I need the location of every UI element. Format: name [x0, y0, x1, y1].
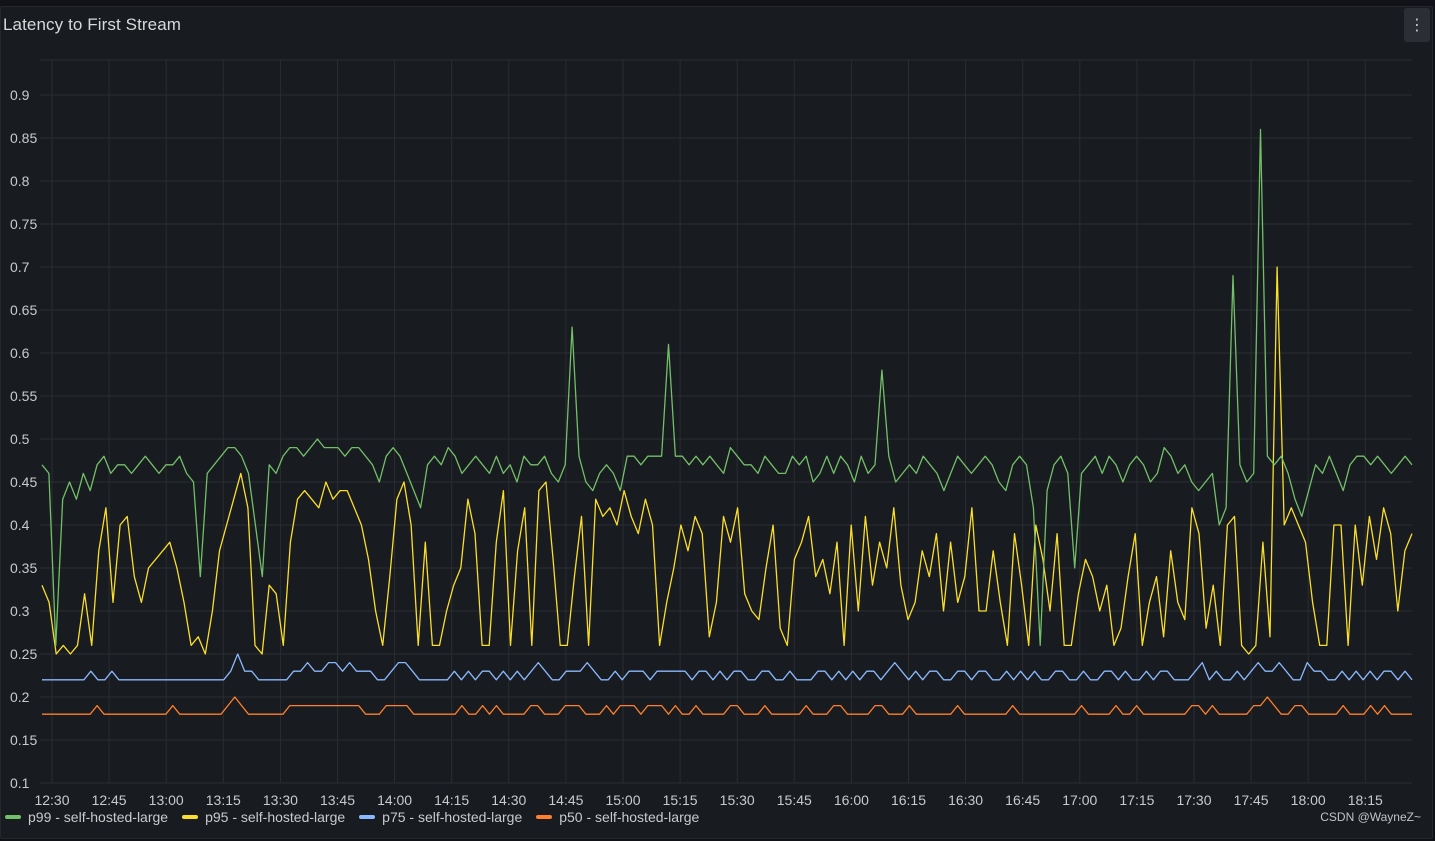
x-tick-label: 12:45 — [92, 792, 127, 808]
y-tick-label: 0.25 — [10, 646, 37, 662]
y-tick-label: 0.7 — [10, 259, 30, 275]
legend-label-p99: p99 - self-hosted-large — [28, 809, 169, 825]
x-tick-label: 14:30 — [491, 792, 526, 808]
y-tick-label: 0.65 — [10, 302, 37, 318]
y-tick-label: 0.35 — [10, 560, 37, 576]
legend-item-p50[interactable]: p50 - self-hosted-large — [536, 809, 699, 825]
series-line-p50 — [42, 696, 1412, 715]
y-tick-label: 0.5 — [10, 431, 30, 447]
legend-item-p99[interactable]: p99 - self-hosted-large — [5, 809, 168, 825]
legend-swatch-p50 — [536, 815, 553, 819]
x-tick-label: 12:30 — [34, 792, 69, 808]
x-tick-label: 16:15 — [891, 792, 926, 808]
y-tick-label: 0.75 — [10, 216, 37, 232]
legend-label-p75: p75 - self-hosted-large — [382, 809, 523, 825]
panel-title: Latency to First Stream — [3, 15, 182, 34]
x-tick-label: 17:45 — [1234, 792, 1269, 808]
x-tick-label: 15:45 — [777, 792, 812, 808]
x-tick-label: 18:00 — [1291, 792, 1326, 808]
x-tick-label: 17:30 — [1176, 792, 1211, 808]
legend-label-p95: p95 - self-hosted-large — [205, 809, 346, 825]
legend: p99 - self-hosted-large p95 - self-hoste… — [5, 809, 699, 825]
x-tick-label: 13:30 — [263, 792, 298, 808]
legend-swatch-p75 — [359, 815, 376, 819]
x-tick-label: 13:45 — [320, 792, 355, 808]
x-tick-label: 15:30 — [720, 792, 755, 808]
x-tick-label: 16:45 — [1005, 792, 1040, 808]
x-tick-label: 15:15 — [663, 792, 698, 808]
series-line-p75 — [42, 653, 1413, 681]
series-line-p95 — [41, 266, 1413, 655]
y-tick-label: 0.9 — [10, 87, 30, 103]
x-tick-label: 13:15 — [206, 792, 241, 808]
y-tick-label: 0.15 — [10, 732, 37, 748]
y-tick-label: 0.45 — [10, 474, 37, 490]
x-tick-label: 13:00 — [149, 792, 184, 808]
y-tick-label: 0.85 — [10, 130, 37, 146]
panel-menu-icon[interactable]: ⋮ — [1404, 8, 1430, 42]
watermark: CSDN @WayneZ~ — [1320, 810, 1421, 824]
x-tick-label: 14:45 — [548, 792, 583, 808]
legend-item-p75[interactable]: p75 - self-hosted-large — [359, 809, 522, 825]
x-tick-label: 14:00 — [377, 792, 412, 808]
legend-item-p95[interactable]: p95 - self-hosted-large — [182, 809, 345, 825]
y-tick-label: 0.6 — [10, 345, 30, 361]
y-tick-label: 0.1 — [10, 775, 30, 791]
x-tick-label: 14:15 — [434, 792, 469, 808]
y-tick-label: 0.2 — [10, 689, 30, 705]
x-tick-label: 16:30 — [948, 792, 983, 808]
legend-swatch-p99 — [5, 815, 21, 819]
x-tick-label: 17:15 — [1119, 792, 1154, 808]
x-tick-label: 18:15 — [1348, 792, 1383, 808]
legend-label-p50: p50 - self-hosted-large — [559, 809, 700, 825]
x-tick-label: 15:00 — [605, 792, 640, 808]
y-tick-label: 0.55 — [10, 388, 37, 404]
series-line-p99 — [41, 128, 1413, 647]
y-tick-label: 0.4 — [10, 517, 30, 533]
x-tick-label: 17:00 — [1062, 792, 1097, 808]
legend-swatch-p95 — [182, 815, 199, 819]
x-tick-label: 16:00 — [834, 792, 869, 808]
y-tick-label: 0.3 — [10, 603, 30, 619]
y-tick-label: 0.8 — [10, 173, 30, 189]
